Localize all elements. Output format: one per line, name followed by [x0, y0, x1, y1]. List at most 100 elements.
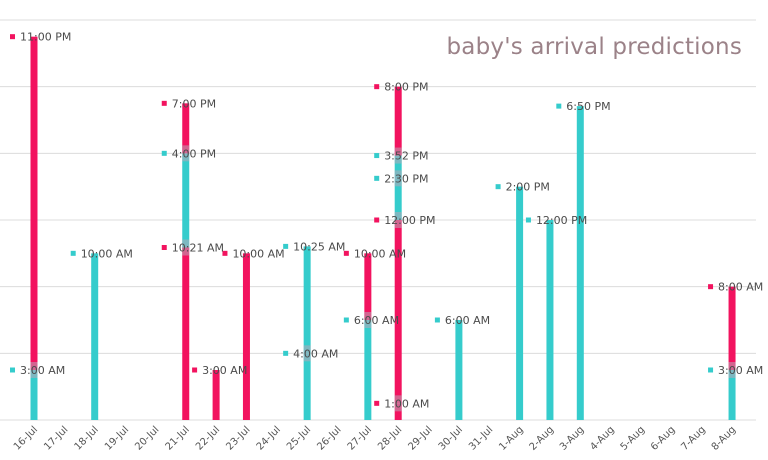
point-marker	[343, 317, 349, 323]
point-marker	[343, 250, 349, 256]
point-time-label: 10:00 AM	[81, 247, 133, 260]
x-tick-label: 31-Jul	[467, 424, 495, 452]
point-time-label: 4:00 PM	[172, 147, 216, 160]
segment-joint	[303, 345, 311, 362]
point-marker	[434, 317, 440, 323]
segment-joint	[364, 312, 372, 328]
point-time-label: 7:00 PM	[172, 97, 216, 110]
point-time-label: 6:00 AM	[445, 314, 490, 327]
point-time-label: 10:00 AM	[354, 247, 406, 260]
x-tick-label: 29-Jul	[406, 424, 434, 452]
x-tick-label: 5-Aug	[619, 424, 647, 452]
point-time-label: 10:21 AM	[172, 242, 224, 255]
bar-segment	[394, 155, 402, 179]
point-marker	[161, 150, 167, 156]
bar-segment	[394, 220, 402, 404]
bar-segment	[91, 253, 99, 420]
x-tick-label: 23-Jul	[224, 424, 252, 452]
x-tick-label: 19-Jul	[103, 424, 131, 452]
x-tick-label: 17-Jul	[42, 424, 70, 452]
point-time-label: 10:00 AM	[232, 247, 284, 260]
bar-segment	[303, 246, 311, 354]
point-time-label: 3:00 AM	[718, 364, 763, 377]
bar-segment	[182, 153, 190, 248]
x-tick-label: 2-Aug	[528, 424, 556, 452]
bar-segment	[394, 86, 402, 156]
point-marker	[192, 367, 198, 373]
bar-segment	[303, 353, 311, 420]
bar-segment	[546, 220, 554, 420]
point-marker	[70, 250, 76, 256]
segment-joint	[728, 362, 736, 378]
x-tick-label: 20-Jul	[133, 424, 161, 452]
bar-segment	[728, 286, 736, 370]
point-time-label: 11:00 PM	[20, 31, 71, 44]
bar-segment	[242, 253, 250, 420]
x-tick-label: 26-Jul	[315, 424, 343, 452]
point-time-label: 2:30 PM	[384, 172, 428, 185]
bar-segment	[728, 370, 736, 420]
bar-segment	[394, 178, 402, 220]
point-time-label: 3:52 PM	[384, 150, 428, 163]
bar-segment	[364, 253, 372, 320]
x-axis-tick-labels: 16-Jul 17-Jul 18-Jul 19-Jul 20-Jul 21-Jul 22-J…	[12, 424, 738, 452]
point-labels: 11:00 PM 3:00 AM 10:00 AM 7:00 PM 4:00 PM 10:…	[20, 31, 763, 411]
point-marker	[374, 153, 380, 159]
point-marker	[10, 34, 15, 40]
x-tick-label: 21-Jul	[164, 424, 192, 452]
point-marker	[222, 250, 228, 256]
x-tick-label: 16-Jul	[12, 424, 40, 452]
bar-segment	[30, 370, 38, 420]
point-time-label: 10:25 AM	[293, 240, 345, 253]
point-time-label: 6:50 PM	[566, 100, 610, 113]
bar-segment	[182, 247, 190, 420]
point-marker	[374, 175, 380, 181]
point-time-label: 3:00 AM	[202, 364, 247, 377]
x-tick-label: 18-Jul	[73, 424, 101, 452]
point-marker	[708, 284, 714, 290]
x-tick-label: 22-Jul	[194, 424, 222, 452]
point-marker	[374, 400, 380, 406]
point-marker	[283, 243, 289, 249]
bar-series	[30, 36, 736, 420]
point-time-label: 6:00 AM	[354, 314, 399, 327]
point-marker	[161, 100, 167, 106]
point-time-label: 8:00 AM	[718, 281, 763, 294]
point-marker	[374, 84, 380, 90]
segment-joint	[182, 239, 190, 256]
bar-segment	[394, 403, 402, 420]
x-tick-label: 8-Aug	[710, 424, 738, 452]
bar-segment	[212, 370, 220, 420]
x-tick-label: 25-Jul	[285, 424, 313, 452]
point-time-label: 2:00 PM	[506, 181, 550, 194]
x-tick-label: 1-Aug	[497, 424, 525, 452]
point-marker	[525, 217, 531, 223]
point-marker	[283, 350, 289, 356]
segment-joint	[394, 147, 402, 164]
bar-segment	[30, 36, 38, 371]
point-time-label: 12:00 PM	[536, 214, 587, 227]
chart-title: baby's arrival predictions	[446, 34, 742, 60]
x-tick-label: 30-Jul	[437, 424, 465, 452]
point-marker	[10, 367, 15, 373]
bar-segment	[364, 320, 372, 420]
point-marker	[495, 184, 501, 190]
point-time-label: 3:00 AM	[20, 364, 65, 377]
segment-joint	[394, 170, 402, 187]
segment-joint	[394, 212, 402, 228]
x-tick-label: 27-Jul	[346, 424, 374, 452]
point-time-label: 8:00 PM	[384, 81, 428, 94]
segment-joint	[182, 145, 190, 162]
x-tick-label: 6-Aug	[649, 424, 677, 452]
point-marker	[708, 367, 714, 373]
bar-segment	[182, 103, 190, 154]
point-time-label: 4:00 AM	[293, 347, 338, 360]
bar-segment	[455, 320, 463, 420]
segment-joint	[30, 362, 38, 378]
bar-segment	[516, 186, 524, 420]
x-tick-label: 24-Jul	[255, 424, 283, 452]
point-time-label: 1:00 AM	[384, 397, 429, 410]
x-tick-label: 7-Aug	[679, 424, 707, 452]
segment-joint	[394, 395, 402, 412]
